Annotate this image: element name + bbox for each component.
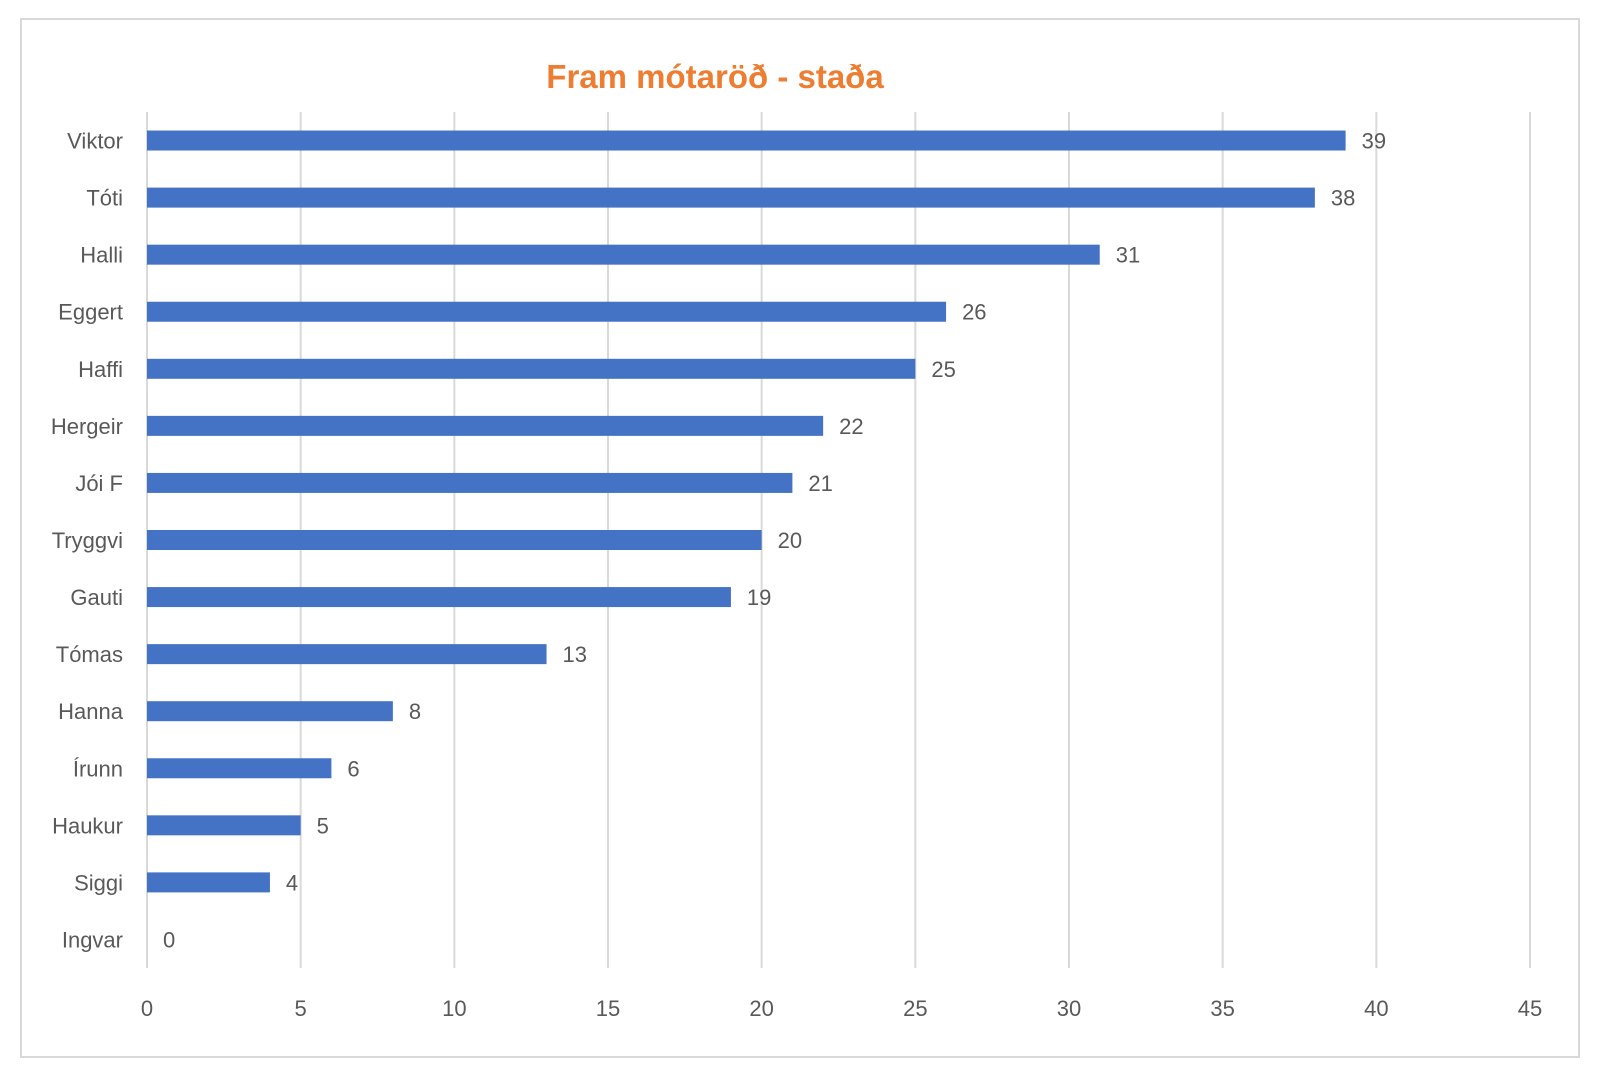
category-label: Írunn [73, 756, 123, 781]
bar [147, 644, 547, 665]
x-tick-label: 35 [1210, 996, 1234, 1021]
bar [147, 872, 270, 893]
x-tick-label: 0 [141, 996, 153, 1021]
x-tick-label: 15 [596, 996, 620, 1021]
bar [147, 301, 947, 322]
data-label: 13 [563, 642, 587, 667]
bar [147, 758, 332, 779]
data-label: 25 [931, 357, 955, 382]
bar [147, 187, 1315, 208]
category-label: Jói F [75, 471, 123, 496]
bar [147, 701, 393, 722]
data-label: 6 [347, 756, 359, 781]
category-label: Gauti [70, 585, 123, 610]
category-label: Hanna [58, 699, 124, 724]
x-tick-label: 10 [442, 996, 466, 1021]
x-tick-label: 40 [1364, 996, 1388, 1021]
data-label: 8 [409, 699, 421, 724]
data-label: 26 [962, 300, 986, 325]
data-label: 0 [163, 927, 175, 952]
category-label: Siggi [74, 870, 123, 895]
data-label: 4 [286, 870, 298, 895]
x-tick-label: 25 [903, 996, 927, 1021]
category-label: Viktor [67, 129, 123, 154]
category-label: Ingvar [62, 927, 123, 952]
category-label: Haukur [52, 813, 123, 838]
data-label: 19 [747, 585, 771, 610]
bar [147, 244, 1100, 265]
category-label: Eggert [58, 300, 123, 325]
data-label: 20 [778, 528, 802, 553]
category-label: Haffi [78, 357, 123, 382]
category-label: Tryggvi [52, 528, 123, 553]
data-label: 22 [839, 414, 863, 439]
bar [147, 472, 793, 493]
data-label: 31 [1116, 243, 1140, 268]
bars [147, 130, 1346, 893]
x-tick-label: 45 [1518, 996, 1542, 1021]
chart-title: Fram mótaröð - staða [546, 58, 884, 95]
data-label: 21 [808, 471, 832, 496]
bar [147, 815, 301, 836]
category-label: Tóti [86, 186, 123, 211]
bar [147, 587, 731, 608]
bar [147, 130, 1346, 151]
data-label: 39 [1362, 129, 1386, 154]
category-label: Hergeir [51, 414, 123, 439]
x-tick-label: 5 [295, 996, 307, 1021]
bar [147, 415, 824, 436]
bar [147, 358, 916, 379]
bar [147, 530, 762, 550]
data-label: 38 [1331, 186, 1355, 211]
category-label: Tómas [56, 642, 123, 667]
x-tick-label: 30 [1057, 996, 1081, 1021]
x-tick-label: 20 [749, 996, 773, 1021]
category-label: Halli [80, 243, 123, 268]
data-label: 5 [317, 813, 329, 838]
